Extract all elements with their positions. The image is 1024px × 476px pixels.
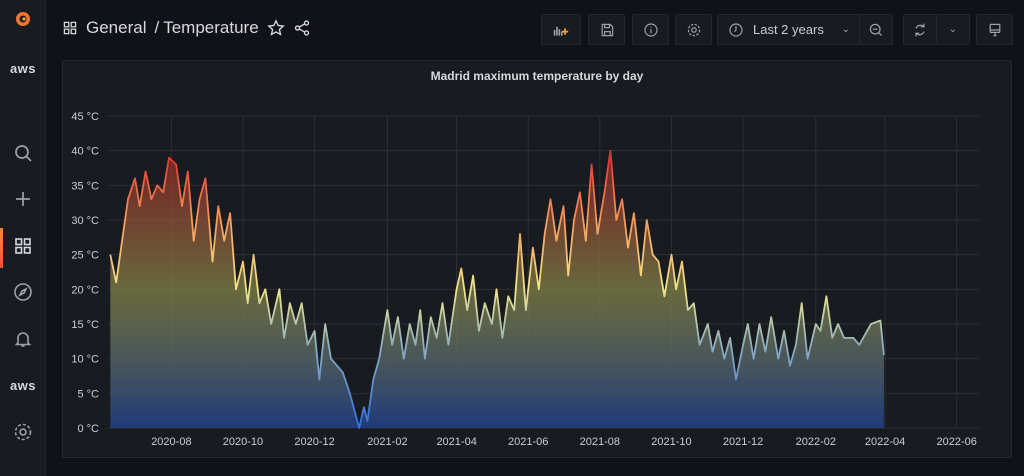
temperature-line bbox=[109, 149, 885, 429]
dashboard-settings-button[interactable] bbox=[675, 14, 712, 45]
chevron-down-icon: ⌄ bbox=[841, 24, 850, 35]
add-panel-button[interactable] bbox=[541, 14, 581, 45]
star-icon[interactable] bbox=[266, 19, 285, 37]
x-tick-label: 2022-04 bbox=[865, 436, 905, 448]
y-tick-label: 15 °C bbox=[71, 319, 99, 331]
share-icon[interactable] bbox=[293, 19, 311, 37]
y-tick-label: 5 °C bbox=[77, 388, 99, 400]
zoom-out-button[interactable] bbox=[859, 14, 893, 45]
search-icon[interactable] bbox=[0, 135, 46, 171]
explore-compass-icon[interactable] bbox=[0, 274, 46, 310]
save-icon bbox=[601, 23, 613, 36]
y-tick-label: 40 °C bbox=[71, 146, 99, 158]
info-icon bbox=[643, 22, 658, 37]
y-tick-label: 10 °C bbox=[71, 354, 99, 366]
dashboards-icon bbox=[63, 21, 77, 35]
aws-logo[interactable]: aws bbox=[9, 377, 37, 393]
dashboard-info-button[interactable] bbox=[632, 14, 669, 45]
time-range-label: Last 2 years bbox=[753, 22, 824, 37]
clock-icon bbox=[729, 22, 743, 37]
grafana-logo-icon[interactable] bbox=[0, 0, 46, 36]
save-dashboard-button[interactable] bbox=[588, 14, 625, 45]
x-tick-label: 2020-10 bbox=[223, 436, 263, 448]
dashboards-icon[interactable] bbox=[0, 228, 46, 264]
y-tick-label: 0 °C bbox=[77, 423, 99, 435]
zoom-out-icon bbox=[869, 23, 883, 36]
folder-link[interactable]: General bbox=[86, 18, 147, 37]
refresh-button[interactable] bbox=[903, 14, 937, 45]
x-tick-label: 2020-08 bbox=[151, 436, 191, 448]
x-tick-label: 2022-06 bbox=[937, 436, 977, 448]
y-tick-label: 20 °C bbox=[71, 284, 99, 296]
x-tick-label: 2021-06 bbox=[508, 436, 548, 448]
y-tick-label: 25 °C bbox=[71, 250, 99, 262]
configuration-gear-icon[interactable] bbox=[0, 414, 46, 450]
temperature-area-fill bbox=[110, 150, 884, 428]
plus-icon[interactable] bbox=[0, 181, 46, 217]
y-tick-label: 45 °C bbox=[71, 111, 99, 123]
sidebar: aws aws bbox=[0, 0, 46, 476]
active-indicator bbox=[0, 228, 3, 268]
x-tick-label: 2022-02 bbox=[796, 436, 836, 448]
refresh-interval-dropdown[interactable]: ⌄ bbox=[936, 14, 970, 45]
refresh-icon bbox=[915, 23, 925, 36]
temperature-panel: Madrid maximum temperature by day 0 °C 5 … bbox=[62, 60, 1012, 458]
x-tick-label: 2020-12 bbox=[294, 436, 334, 448]
tv-monitor-icon bbox=[989, 23, 1000, 36]
page-title[interactable]: Temperature bbox=[163, 18, 259, 37]
x-tick-label: 2021-10 bbox=[651, 436, 691, 448]
alerting-bell-icon[interactable] bbox=[0, 321, 46, 357]
x-tick-label: 2021-02 bbox=[367, 436, 407, 448]
y-tick-label: 35 °C bbox=[71, 180, 99, 192]
y-tick-label: 30 °C bbox=[71, 215, 99, 227]
cycle-view-mode-button[interactable] bbox=[976, 14, 1013, 45]
add-panel-icon bbox=[553, 26, 569, 36]
x-tick-label: 2021-12 bbox=[723, 436, 763, 448]
aws-logo[interactable]: aws bbox=[9, 60, 37, 76]
x-tick-label: 2021-08 bbox=[580, 436, 620, 448]
panel-title[interactable]: Madrid maximum temperature by day bbox=[430, 69, 644, 83]
chevron-down-icon: ⌄ bbox=[948, 24, 958, 35]
dashboard-navbar: General / Temperature Last 2 years ⌄ ⌄ bbox=[46, 0, 1024, 58]
temperature-chart: 0 °C 5 °C 10 °C 15 °C 20 °C 25 °C 30 °C 35 °C 40… bbox=[71, 111, 979, 448]
breadcrumb: General / Temperature bbox=[62, 18, 311, 38]
breadcrumb-separator: / bbox=[154, 18, 160, 37]
x-tick-label: 2021-04 bbox=[436, 436, 476, 448]
time-range-picker[interactable]: Last 2 years ⌄ bbox=[717, 14, 861, 45]
gear-icon bbox=[687, 23, 700, 36]
